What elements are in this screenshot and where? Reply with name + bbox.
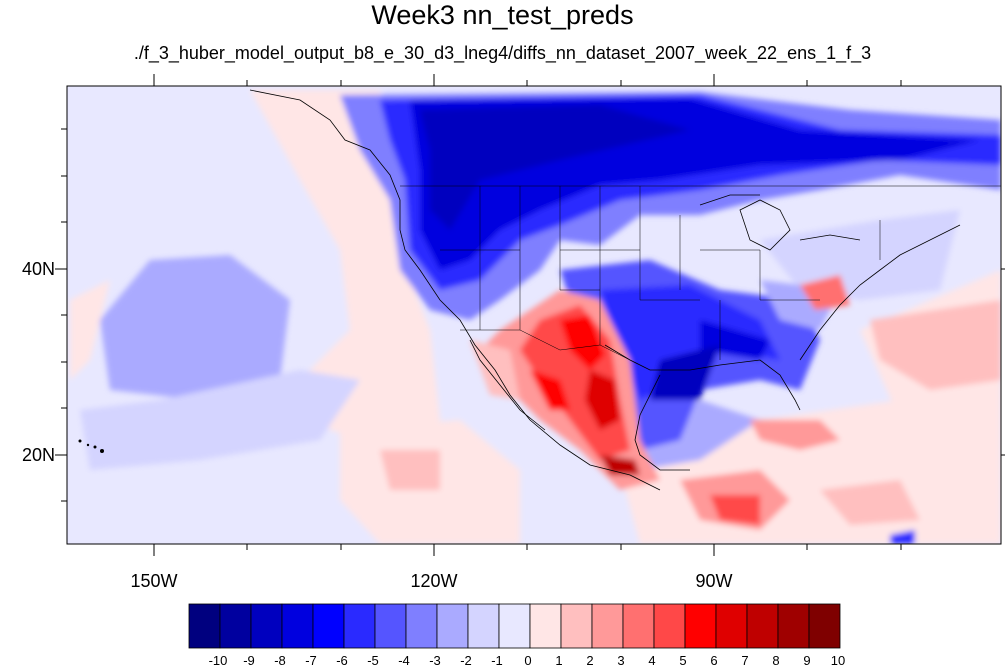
colorbar-label: 6 (710, 653, 718, 668)
colorbar-label: 10 (830, 653, 846, 668)
colorbar-swatch (436, 603, 469, 649)
colorbar-label: -6 (336, 653, 348, 668)
colorbar-swatch (808, 603, 841, 649)
map-plot-area (67, 86, 1001, 544)
colorbar-swatch (715, 603, 748, 649)
political-borders (400, 185, 1001, 361)
colorbar-label: 3 (617, 653, 625, 668)
map-title: Week3 nn_test_preds (371, 0, 634, 30)
colorbar-swatch (777, 603, 810, 649)
colorbar-swatch (622, 603, 655, 649)
lat-label-40n: 40N (22, 259, 56, 279)
lon-label-90w: 90W (695, 571, 733, 591)
colorbar-swatch (188, 603, 221, 649)
lat-label-20n: 20N (22, 445, 56, 465)
colorbar-label: 2 (586, 653, 594, 668)
colorbar-label: 7 (741, 653, 749, 668)
colorbar-label: -9 (243, 653, 255, 668)
colorbar-label: 8 (772, 653, 780, 668)
colorbar-label: 5 (679, 653, 687, 668)
colorbar-swatch (684, 603, 717, 649)
colorbar-label: -5 (367, 653, 379, 668)
colorbar-swatch (405, 603, 438, 649)
colorbar-label: -4 (398, 653, 410, 668)
hawaii-islands (78, 439, 104, 453)
lon-label-150w: 150W (130, 571, 178, 591)
colorbar-swatch (343, 603, 376, 649)
colorbar-swatch (250, 603, 283, 649)
map-subtitle: ./f_3_huber_model_output_b8_e_30_d3_lneg… (133, 43, 872, 63)
anomaly-field (70, 90, 1001, 544)
lon-label-120w: 120W (410, 571, 458, 591)
colorbar-label: -8 (274, 653, 286, 668)
colorbar-swatch (591, 603, 624, 649)
colorbar-swatch (746, 603, 779, 649)
colorbar-swatch (529, 603, 562, 649)
colorbar-swatch (219, 603, 252, 649)
colorbar-label: 1 (555, 653, 563, 668)
colorbar-label: 9 (803, 653, 811, 668)
colorbar-label: -10 (208, 653, 228, 668)
colorbar-swatch (467, 603, 500, 649)
colorbar-swatch (281, 603, 314, 649)
colorbar-swatch (653, 603, 686, 649)
colorbar-swatch (312, 603, 345, 649)
colorbar-label: -7 (305, 653, 317, 668)
colorbar-swatch (560, 603, 593, 649)
colorbar-label: -2 (460, 653, 472, 668)
colorbar-label: -3 (429, 653, 441, 668)
coastlines (249, 89, 961, 491)
colorbar-swatch (374, 603, 407, 649)
colorbar-label: 4 (648, 653, 656, 668)
colorbar-label: 0 (524, 653, 532, 668)
axis-ticks (55, 74, 1005, 556)
colorbar-swatch (498, 603, 531, 649)
colorbar-label: -1 (491, 653, 503, 668)
colorbar (188, 603, 841, 649)
